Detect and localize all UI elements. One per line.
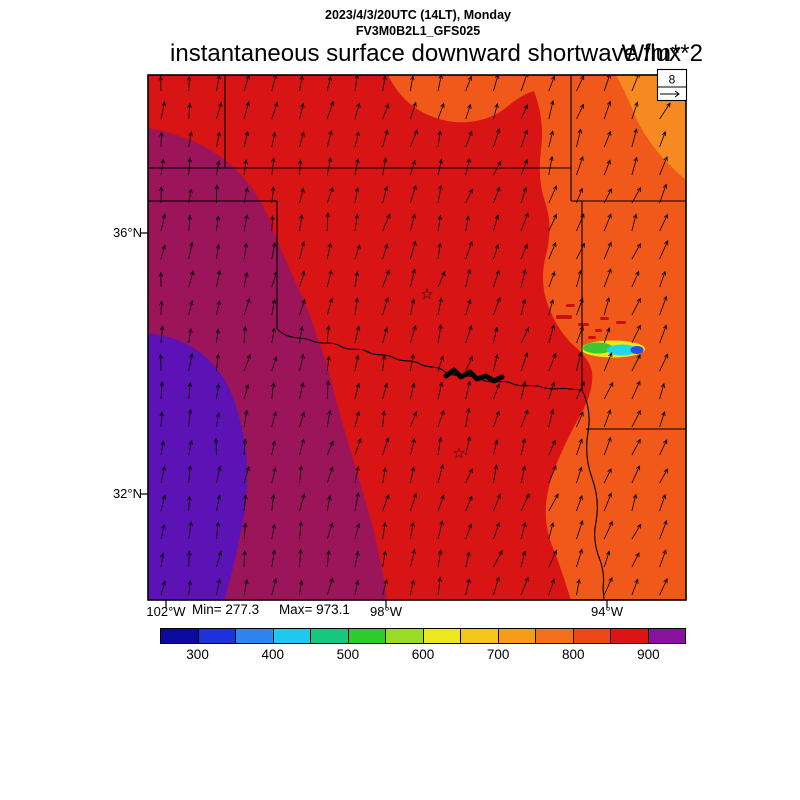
red-speckles — [556, 304, 626, 339]
lon-tick-label: 98°W — [370, 604, 402, 619]
colorbar-swatch — [422, 628, 461, 644]
reference-vector-value: 8 — [669, 73, 676, 87]
colorbar-tick-label: 300 — [186, 647, 209, 662]
colorbar-swatch — [610, 628, 649, 644]
colorbar-swatch — [647, 628, 686, 644]
colorbar-swatch — [235, 628, 274, 644]
colorbar-swatch — [272, 628, 311, 644]
min-value-label: Min= 277.3 — [192, 602, 260, 617]
lake-texoma — [443, 367, 505, 384]
colorbar-swatch — [160, 628, 199, 644]
reference-vector-box: 8 — [656, 68, 688, 102]
colorbar-tick-label: 700 — [486, 647, 510, 662]
colorbar-swatch — [385, 628, 424, 644]
red-river — [276, 328, 583, 391]
reference-arrow-icon — [660, 90, 680, 98]
units-label: W/m**2 — [621, 40, 703, 67]
state-borders — [148, 75, 686, 600]
colorbar-swatch — [347, 628, 386, 644]
colorbar-swatch — [197, 628, 236, 644]
colorbar-tick-label: 900 — [637, 647, 660, 662]
colorbar-tick-label: 500 — [336, 647, 360, 662]
map-fill-layers: ☆☆ — [148, 75, 686, 600]
lat-tick-label: 36°N — [112, 225, 142, 240]
colorbar-swatch — [310, 628, 349, 644]
low-flux-cloud-patch — [581, 340, 645, 358]
colorbar-swatch — [460, 628, 499, 644]
minmax-stats: Min= 277.3 Max= 973.1 — [192, 602, 350, 617]
plot-title: instantaneous surface downward shortwave… — [170, 40, 681, 67]
lon-tick-label: 94°W — [591, 604, 623, 619]
colorbar-tick-label: 400 — [261, 647, 284, 662]
wind-arrows — [158, 75, 671, 596]
map-frame — [147, 74, 687, 601]
city-marker-star: ☆ — [452, 444, 465, 462]
colorbar-tick-label: 800 — [562, 647, 585, 662]
colorbar — [160, 628, 686, 644]
axis-tick-marks — [140, 232, 608, 608]
fill-region-light-orange — [616, 75, 686, 180]
city-marker-star: ☆ — [420, 285, 433, 303]
colorbar-swatch — [572, 628, 611, 644]
fill-region-purple — [148, 333, 248, 600]
lon-tick-label: 102°W — [146, 604, 186, 619]
colorbar-swatch — [497, 628, 536, 644]
colorbar-tick-label: 600 — [411, 647, 435, 662]
model-run-title: FV3M0B2L1_GFS025 — [355, 24, 481, 38]
colorbar-swatch — [535, 628, 574, 644]
lat-tick-label: 32°N — [112, 486, 142, 501]
max-value-label: Max= 973.1 — [278, 602, 350, 617]
datetime-title: 2023/4/3/20UTC (14LT), Monday — [325, 8, 511, 22]
